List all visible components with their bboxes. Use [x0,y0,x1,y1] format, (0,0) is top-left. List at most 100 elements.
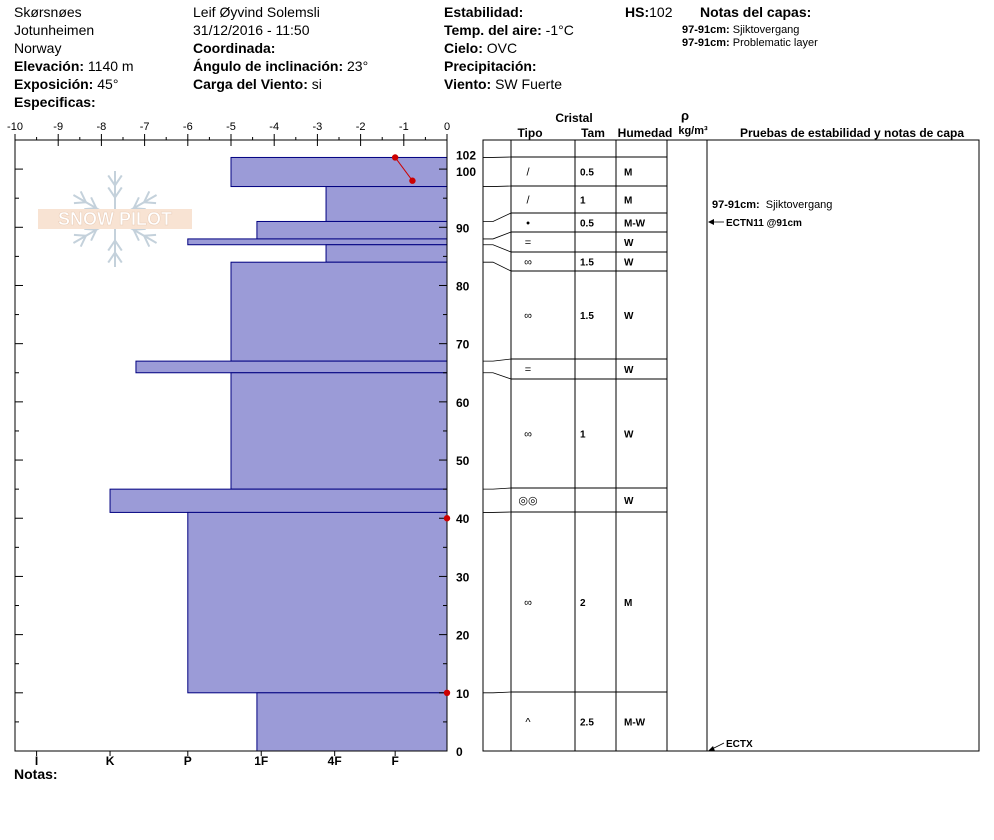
hardness-bar [325,186,448,222]
wind-loading: Carga del Viento: si [193,76,322,93]
layer-connector [483,212,512,222]
layer-note-range: 97-91cm: [682,37,730,49]
hardness-label: I [35,754,38,768]
hardness-bar [230,261,448,362]
elevation-value: 1140 m [87,58,134,74]
x-tick-label: -2 [356,121,366,133]
x-tick-label: -9 [53,121,63,133]
grain-type-symbol: ∞ [524,257,532,269]
aspect-value: 45° [97,76,119,92]
x-tick-label: -5 [226,121,236,133]
hardness-bar [256,220,448,240]
x-tick-label: -1 [399,121,409,133]
hs-label: HS: [625,4,650,20]
mountain-range: Jotunheimen [14,22,95,38]
y-tick-label: 30 [456,570,470,584]
ectx-note: ECTX [708,739,753,751]
moisture-value: W [624,311,634,322]
layer-note-text: Sjiktovergang [732,24,800,36]
density-unit: kg/m³ [678,125,708,137]
grain-type-symbol: = [525,364,531,376]
wind-value: SW Fuerte [495,76,562,92]
coordinates-label: Coordinada: [193,40,276,56]
elevation: Elevación: 1140 m [14,58,134,75]
hs-value: 102 [649,4,673,20]
temperature-line [394,157,413,182]
windload-value: si [311,76,322,92]
snowpilot-logo: SNOW PILOT [38,171,192,267]
temperature-point [391,154,399,161]
x-tick-label: -8 [97,121,107,133]
temperature-point [443,689,451,697]
y-tick-label: 90 [456,221,470,235]
slope-label: Ángulo de inclinación: [193,58,344,74]
layer-table-frame [482,139,980,752]
x-tick-label: -4 [269,121,279,133]
x-tick-label: -6 [183,121,193,133]
sky-label: Cielo: [444,40,483,56]
grain-type-symbol: ∞ [524,310,532,322]
moisture-value: W [624,430,634,441]
hardness-label: 1F [254,754,268,768]
grain-size: 2.5 [580,718,594,729]
grain-size: 0.5 [580,168,594,179]
hardness-bar [187,238,448,246]
observer: Leif Øyvind Solemsli [193,4,320,20]
elevation-label: Elevación: [14,58,85,74]
y-tick-label: 40 [456,512,470,526]
y-tick-label: 60 [456,396,470,410]
grain-type-symbol: • [526,218,530,230]
air-temperature: Temp. del aire: -1°C [444,22,574,39]
ectx-text: ECTX [726,739,753,750]
moisture-value: M [624,598,632,609]
grain-size: 1 [580,196,586,207]
precipitation-label: Precipitación: [444,58,537,74]
grain-type-symbol: ◎◎ [518,495,537,507]
moisture-value: W [624,238,634,249]
slope-angle: Ángulo de inclinación: 23° [193,58,368,75]
grain-size: 1.5 [580,311,594,322]
stability-label: Estabilidad: [444,4,524,20]
y-tick-label: 100 [456,165,476,179]
moisture-value: M-W [624,219,646,230]
grain-type-symbol: / [526,167,530,179]
country: Norway [14,40,62,56]
layer-connector [483,691,512,694]
y-tick-label: 70 [456,338,470,352]
y-tick-label: 0 [456,745,463,759]
layer-connector [483,185,512,187]
density-symbol: ρ [681,108,689,123]
layer-notes-label: Notas del capas: [700,4,812,20]
grain-type-symbol: / [526,195,530,207]
y-tick-label: 102 [456,148,476,162]
moisture-value: M [624,168,632,179]
hardness-label: F [391,754,398,768]
hardness-bar [230,372,448,490]
hardness-label: P [184,754,192,768]
hardness-bar [187,511,448,694]
windload-label: Carga del Viento: [193,76,308,92]
grain-size: 1 [580,430,586,441]
airtemp-label: Temp. del aire: [444,22,542,38]
grain-size: 1.5 [580,258,594,269]
layer-note: 97-91cm: Sjiktovergang [682,24,799,37]
grain-type-symbol: ^ [525,717,531,729]
ectn-text: ECTN11 @91cm [726,218,802,229]
temperature-point [443,515,451,522]
notes-label: Notas: [14,766,58,782]
location-name: Skørsnøes [14,4,82,20]
grain-type-symbol: ∞ [524,429,532,441]
hardness-bar [325,244,448,263]
grain-type-symbol: = [525,237,531,249]
slope-value: 23° [347,58,369,74]
logo-text: SNOW PILOT [58,209,172,229]
wind-label: Viento: [444,76,492,92]
type-header: Tipo [517,126,542,140]
moisture-value: W [624,365,634,376]
layer-note-range: 97-91cm: [682,24,730,36]
stability-note-range: 97-91cm: Sjiktovergang [712,199,832,211]
snow-height: HS:102 [625,4,672,21]
grain-size: 2 [580,598,586,609]
layer-connector [483,372,512,380]
hardness-bar [256,692,448,752]
